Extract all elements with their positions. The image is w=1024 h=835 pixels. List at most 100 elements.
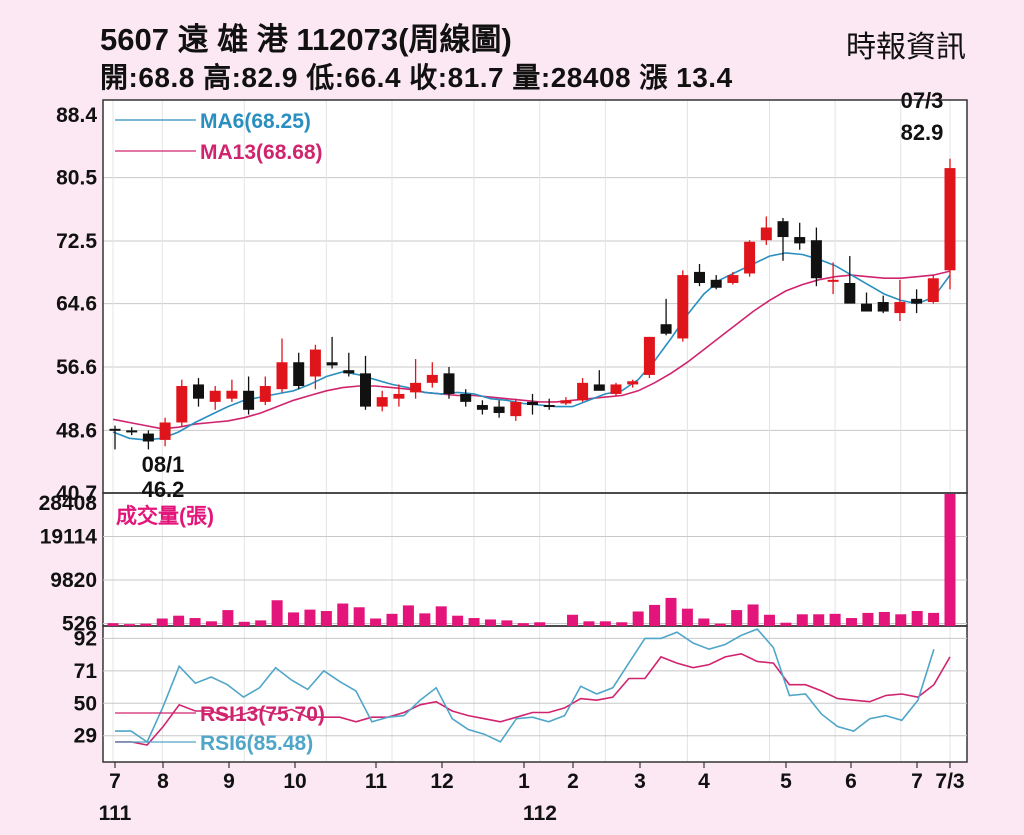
volume-bar bbox=[928, 612, 940, 626]
candle-body bbox=[426, 374, 438, 383]
volume-bar bbox=[665, 597, 677, 626]
x-tick-label: 6 bbox=[845, 770, 857, 793]
rsi-tick-label: 29 bbox=[74, 725, 97, 748]
volume-bar bbox=[632, 611, 644, 626]
candle-body bbox=[476, 405, 488, 410]
high-annotation-date: 07/3 bbox=[901, 88, 944, 113]
volume-bar bbox=[337, 603, 349, 626]
candle-body bbox=[777, 221, 789, 238]
volume-bar bbox=[567, 614, 579, 626]
price-tick-label: 40.7 bbox=[56, 482, 97, 505]
candle-body bbox=[293, 362, 305, 387]
volume-bar bbox=[468, 618, 480, 626]
candle-body bbox=[209, 390, 221, 402]
plot-background bbox=[103, 100, 967, 762]
candle-body bbox=[159, 422, 171, 440]
candle-body bbox=[894, 302, 906, 314]
volume-bar bbox=[353, 607, 365, 626]
volume-bar bbox=[944, 494, 956, 626]
candle-body bbox=[309, 349, 321, 377]
volume-bar bbox=[140, 623, 152, 626]
volume-bar bbox=[107, 623, 119, 626]
x-tick-label: 3 bbox=[634, 770, 646, 793]
candle-body bbox=[944, 168, 956, 271]
x-tick-label: 7/3 bbox=[935, 770, 964, 793]
candle-body bbox=[610, 384, 622, 394]
candle-body bbox=[660, 324, 672, 334]
candle-body bbox=[861, 303, 872, 312]
candle-body bbox=[844, 283, 856, 304]
candle-body bbox=[727, 275, 739, 283]
candle-body bbox=[326, 362, 338, 366]
volume-tick-label: 9820 bbox=[50, 569, 97, 592]
candle-body bbox=[827, 279, 839, 282]
chart-title: 5607 遠 雄 港 112073(周線圖) bbox=[100, 22, 512, 57]
rsi13-line bbox=[115, 652, 951, 746]
volume-bar bbox=[649, 604, 661, 626]
candle-body bbox=[877, 302, 889, 312]
x-tick-label: 2 bbox=[567, 770, 579, 793]
x-tick-label: 7 bbox=[109, 770, 121, 793]
candle-body bbox=[627, 381, 639, 385]
volume-bar bbox=[780, 622, 792, 626]
candle-body bbox=[543, 405, 555, 408]
volume-bar bbox=[288, 612, 300, 626]
volume-tick-label: 526 bbox=[62, 613, 97, 636]
volume-bar bbox=[222, 610, 234, 626]
high-annotation-value: 82.9 bbox=[901, 120, 944, 145]
price-tick-label: 48.6 bbox=[56, 419, 97, 442]
candle-body bbox=[510, 401, 522, 417]
candle-body bbox=[126, 430, 138, 433]
volume-bar bbox=[599, 621, 611, 626]
volume-bar bbox=[435, 606, 447, 626]
volume-bar bbox=[271, 600, 283, 626]
ma13-line bbox=[112, 270, 951, 430]
price-tick-label: 64.6 bbox=[56, 293, 97, 316]
volume-bar bbox=[796, 614, 808, 626]
ma6-legend-label: MA6(68.25) bbox=[200, 110, 311, 133]
year-label: 112 bbox=[523, 802, 557, 825]
candle-body bbox=[460, 393, 472, 402]
candle-body bbox=[259, 386, 271, 402]
candle-body bbox=[493, 406, 505, 413]
volume-bar bbox=[255, 620, 267, 626]
volume-bar bbox=[911, 611, 923, 626]
candle-body bbox=[193, 384, 204, 399]
price-tick-label: 80.5 bbox=[56, 167, 97, 190]
source-label: 時報資訊 bbox=[846, 31, 966, 64]
volume-bar bbox=[813, 614, 825, 626]
rsi13-legend-label: RSI13(75.70) bbox=[200, 703, 325, 726]
x-tick-label: 12 bbox=[430, 770, 453, 793]
volume-bar bbox=[402, 605, 414, 626]
candle-body bbox=[360, 373, 371, 407]
volume-bar bbox=[747, 604, 759, 626]
volume-bar bbox=[862, 612, 874, 626]
candle-body bbox=[760, 227, 772, 241]
volume-bar bbox=[714, 623, 726, 626]
x-tick-label: 11 bbox=[365, 770, 388, 793]
volume-bar bbox=[484, 619, 496, 626]
candle-body bbox=[560, 400, 572, 404]
x-tick-label: 9 bbox=[223, 770, 235, 793]
candle-body bbox=[794, 237, 806, 244]
price-tick-label: 72.5 bbox=[56, 230, 97, 253]
price-tick-label: 88.4 bbox=[56, 104, 97, 127]
candle-body bbox=[410, 382, 422, 393]
volume-bar bbox=[534, 622, 546, 626]
volume-bar bbox=[238, 621, 250, 626]
candle-body bbox=[593, 384, 605, 391]
volume-bar bbox=[370, 618, 382, 626]
volume-bar bbox=[452, 615, 464, 626]
candle-body bbox=[176, 386, 188, 423]
x-tick-label: 8 bbox=[157, 770, 169, 793]
year-label: 111 bbox=[99, 802, 132, 825]
volume-bar bbox=[878, 611, 890, 626]
volume-bar bbox=[681, 608, 693, 626]
low-annotation-date: 08/1 bbox=[142, 452, 185, 477]
volume-bar bbox=[156, 618, 168, 626]
candle-body bbox=[109, 428, 121, 431]
ma13-legend-label: MA13(68.68) bbox=[200, 141, 323, 164]
x-tick-label: 7 bbox=[911, 770, 923, 793]
candle-body bbox=[376, 397, 388, 407]
volume-bar bbox=[123, 624, 135, 626]
